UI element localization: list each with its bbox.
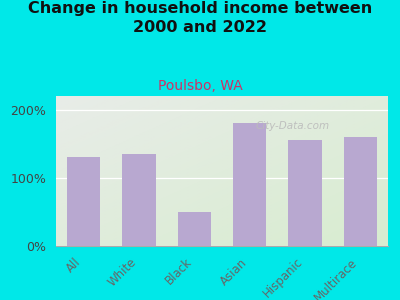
Text: City-Data.com: City-Data.com	[255, 121, 329, 131]
Text: Poulsbo, WA: Poulsbo, WA	[158, 80, 242, 94]
Bar	[344, 137, 377, 246]
Bar	[67, 158, 100, 246]
Bar	[178, 212, 211, 246]
Bar	[288, 140, 322, 246]
Bar	[233, 123, 266, 246]
Text: Change in household income between
2000 and 2022: Change in household income between 2000 …	[28, 2, 372, 35]
Bar	[122, 154, 156, 246]
